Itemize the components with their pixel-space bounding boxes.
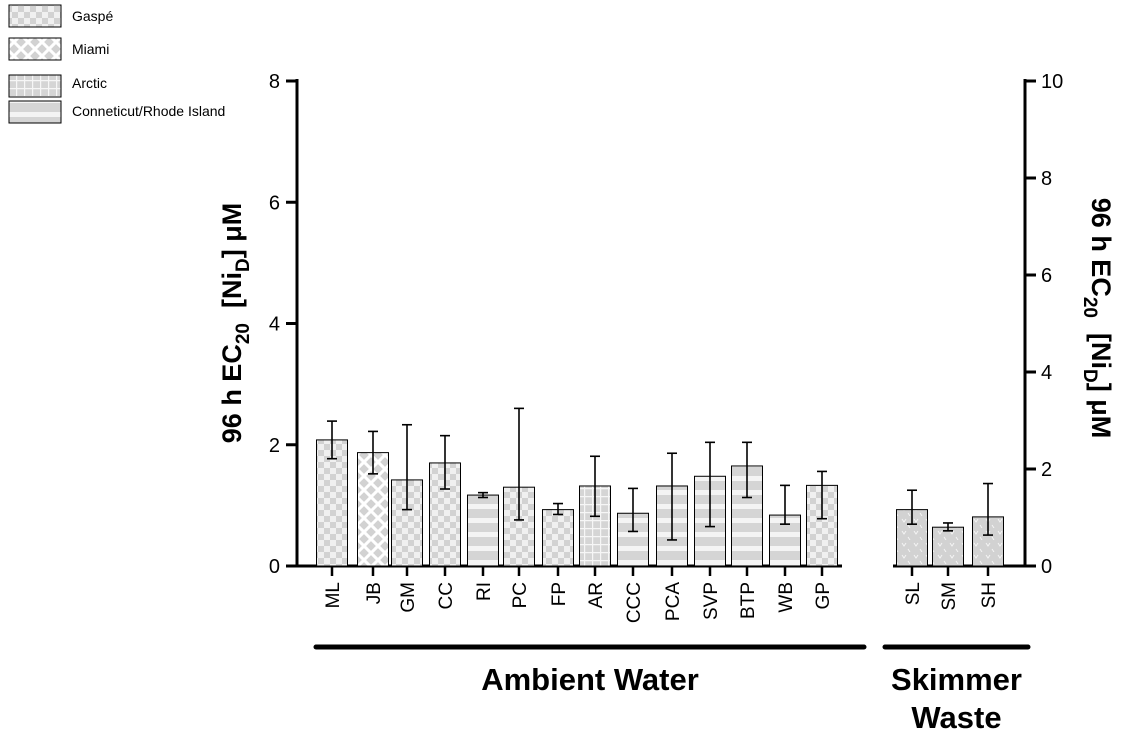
legend-item-arctic: Arctic bbox=[8, 74, 107, 98]
error-bar-fp bbox=[553, 502, 563, 516]
x-tick-label-btp: BTP bbox=[738, 582, 759, 619]
y-ticks-right: 0 2 4 6 8 10 bbox=[1025, 71, 1063, 578]
y-tick-label-left: 2 bbox=[269, 435, 280, 457]
error-bar-sl bbox=[907, 489, 917, 525]
x-tick-label-wb: WB bbox=[776, 582, 797, 613]
error-bar-jb bbox=[368, 430, 378, 475]
y-axis-title-left: 96 h EC20 [NiD] μM bbox=[217, 203, 254, 443]
x-tick-label-pc: PC bbox=[510, 582, 531, 608]
error-bar-ri bbox=[478, 491, 488, 499]
error-bar-svp bbox=[705, 441, 715, 528]
error-bar-gp bbox=[817, 470, 827, 520]
x-tick-label-fp: FP bbox=[549, 582, 570, 606]
bars bbox=[316, 407, 1004, 567]
legend-label: Arctic bbox=[72, 75, 107, 91]
y-tick-label-right: 4 bbox=[1041, 362, 1052, 384]
y-tick-label-right: 6 bbox=[1041, 265, 1052, 287]
bar-fp bbox=[542, 509, 574, 567]
y-tick-label-right: 0 bbox=[1041, 556, 1052, 578]
legend-label: Gaspé bbox=[72, 8, 113, 24]
x-tick-label-ml: ML bbox=[323, 582, 344, 608]
legend-label: Conneticut/Rhode Island bbox=[72, 103, 225, 119]
group-label: Waste bbox=[911, 700, 1001, 735]
y-tick-label-right: 10 bbox=[1041, 71, 1063, 93]
error-bar-ml bbox=[327, 420, 337, 460]
error-bar-wb bbox=[780, 484, 790, 525]
bar-ri bbox=[467, 494, 499, 567]
error-bar-ccc bbox=[628, 487, 638, 533]
bar-sm bbox=[932, 526, 964, 567]
error-bar-gm bbox=[402, 423, 412, 511]
legend-label: Miami bbox=[72, 41, 109, 57]
x-tick-label-ccc: CCC bbox=[624, 582, 645, 623]
y-tick-label-left: 0 bbox=[269, 556, 280, 578]
legend-item-miami: Miami bbox=[8, 37, 109, 61]
error-bar-sm bbox=[943, 522, 953, 532]
group-label: Ambient Water bbox=[481, 662, 699, 697]
group-label: Skimmer bbox=[891, 662, 1022, 697]
legend: Gaspé Miami Arctic Conneticut/Rhode Isla… bbox=[8, 4, 225, 124]
y-tick-label-right: 2 bbox=[1041, 459, 1052, 481]
y-tick-label-right: 8 bbox=[1041, 168, 1052, 190]
bar-ml bbox=[316, 439, 348, 567]
x-tick-label-jb: JB bbox=[364, 582, 385, 604]
error-bar-cc bbox=[440, 434, 450, 490]
y-tick-label-left: 6 bbox=[269, 192, 280, 214]
error-bar-btp bbox=[742, 441, 752, 499]
error-bar-pca bbox=[667, 452, 677, 541]
y-tick-label-left: 8 bbox=[269, 71, 280, 93]
y-tick-label-left: 4 bbox=[269, 314, 280, 336]
x-tick-label-sh: SH bbox=[979, 582, 1000, 608]
error-bar-sh bbox=[983, 482, 993, 536]
x-tick-label-cc: CC bbox=[436, 582, 457, 609]
legend-item-gaspe: Gaspé bbox=[8, 4, 113, 28]
x-tick-label-svp: SVP bbox=[701, 582, 722, 620]
x-tick-label-sl: SL bbox=[903, 582, 924, 605]
y-axis-title-right: 96 h EC20 [NiD] μM bbox=[1079, 198, 1116, 438]
x-tick-labels: ML JB GM CC RI PC FP AR CCC PCA SVP BTP WB GP SL SM SH bbox=[323, 566, 1000, 623]
error-bar-pc bbox=[514, 407, 524, 521]
x-tick-label-pca: PCA bbox=[663, 582, 684, 621]
x-tick-label-sm: SM bbox=[939, 582, 960, 611]
x-tick-label-gp: GP bbox=[813, 582, 834, 609]
x-tick-label-ri: RI bbox=[474, 582, 495, 601]
x-tick-label-gm: GM bbox=[398, 582, 419, 613]
legend-item-conneticut-rhode-island: Conneticut/Rhode Island bbox=[8, 100, 225, 124]
y-ticks-left: 0 2 4 6 8 bbox=[269, 71, 297, 578]
error-bar-ar bbox=[590, 455, 600, 518]
x-tick-label-ar: AR bbox=[586, 582, 607, 608]
